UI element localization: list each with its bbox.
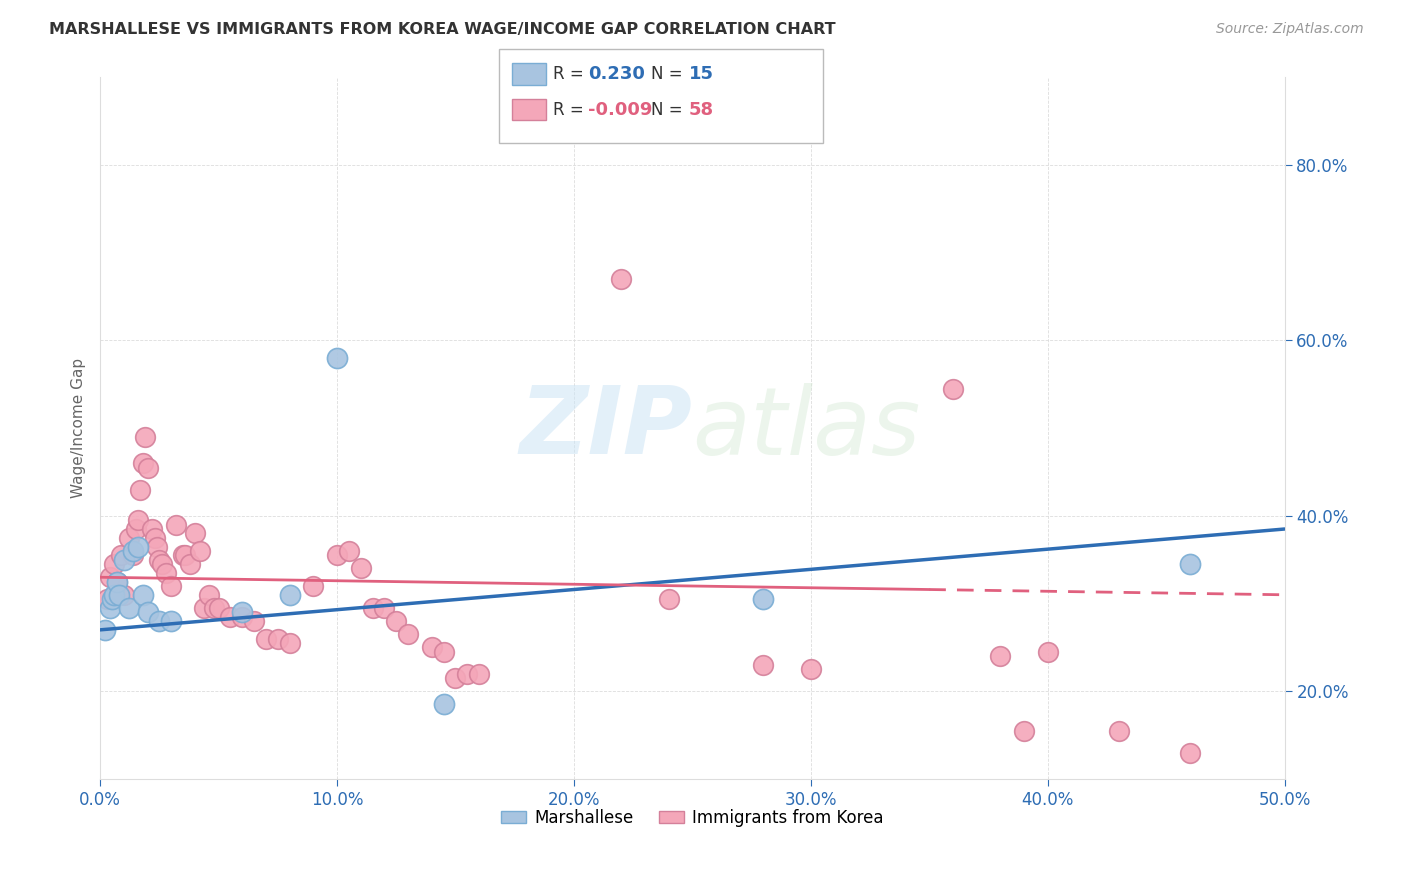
Point (1012, 723, 1035, 738)
Point (243, 614, 266, 628)
Text: N =: N = (651, 101, 688, 119)
Point (610, 272, 633, 286)
Point (278, 636, 301, 650)
Text: -0.009: -0.009 (588, 101, 652, 119)
Point (184, 526, 207, 541)
Point (219, 609, 242, 624)
Point (988, 649, 1011, 664)
Point (231, 605, 253, 619)
Point (155, 566, 177, 580)
Y-axis label: Wage/Income Gap: Wage/Income Gap (72, 358, 86, 499)
Point (122, 549, 145, 563)
Point (148, 614, 170, 628)
Point (148, 552, 170, 566)
Point (160, 579, 183, 593)
Point (146, 540, 169, 554)
Point (129, 483, 152, 497)
Point (942, 382, 965, 396)
Point (112, 588, 135, 602)
Point (108, 588, 131, 602)
Point (396, 627, 419, 641)
Point (456, 666, 478, 681)
Point (468, 666, 491, 681)
Text: atlas: atlas (692, 383, 921, 474)
Point (326, 549, 349, 563)
Point (94, 623, 117, 637)
Point (174, 549, 197, 563)
Point (267, 632, 290, 646)
Point (337, 544, 360, 558)
Point (433, 645, 456, 659)
Point (658, 592, 681, 607)
Legend: Marshallese, Immigrants from Korea: Marshallese, Immigrants from Korea (495, 803, 890, 834)
Point (420, 640, 443, 655)
Point (132, 456, 155, 470)
Point (117, 531, 139, 545)
Point (112, 552, 135, 566)
Point (278, 588, 301, 602)
Point (198, 588, 221, 602)
Point (98, 570, 121, 584)
Point (254, 632, 277, 646)
Point (98, 601, 121, 615)
Point (1178, 746, 1201, 760)
Point (117, 601, 139, 615)
Point (124, 522, 146, 536)
Point (127, 513, 149, 527)
Text: N =: N = (651, 65, 688, 83)
Point (231, 609, 253, 624)
Point (101, 592, 124, 607)
Point (132, 588, 155, 602)
Point (752, 592, 775, 607)
Point (165, 517, 187, 532)
Point (143, 531, 166, 545)
Point (188, 544, 211, 558)
Text: 58: 58 (689, 101, 714, 119)
Point (326, 351, 349, 365)
Point (134, 430, 156, 444)
Text: 0.230: 0.230 (588, 65, 644, 83)
Point (103, 588, 125, 602)
Point (1036, 645, 1059, 659)
Point (1108, 723, 1130, 738)
Point (96, 592, 118, 607)
Text: R =: R = (553, 65, 589, 83)
Point (207, 601, 229, 615)
Point (110, 549, 132, 563)
Text: 15: 15 (689, 65, 714, 83)
Point (373, 601, 395, 615)
Point (141, 522, 163, 536)
Point (105, 574, 128, 589)
Text: MARSHALLESE VS IMMIGRANTS FROM KOREA WAGE/INCOME GAP CORRELATION CHART: MARSHALLESE VS IMMIGRANTS FROM KOREA WAG… (49, 22, 835, 37)
Point (193, 601, 215, 615)
Point (172, 549, 194, 563)
Point (122, 544, 145, 558)
Point (350, 561, 373, 575)
Point (136, 460, 159, 475)
Point (752, 657, 775, 672)
Point (103, 557, 125, 571)
Point (361, 601, 384, 615)
Point (127, 540, 149, 554)
Point (160, 614, 183, 628)
Point (179, 557, 201, 571)
Point (800, 662, 823, 676)
Point (202, 601, 225, 615)
Point (150, 557, 173, 571)
Point (433, 698, 456, 712)
Point (385, 614, 408, 628)
Point (105, 574, 128, 589)
Text: ZIP: ZIP (519, 382, 692, 475)
Text: Source: ZipAtlas.com: Source: ZipAtlas.com (1216, 22, 1364, 37)
Text: R =: R = (553, 101, 589, 119)
Point (444, 671, 467, 685)
Point (1178, 557, 1201, 571)
Point (302, 579, 325, 593)
Point (136, 605, 159, 619)
